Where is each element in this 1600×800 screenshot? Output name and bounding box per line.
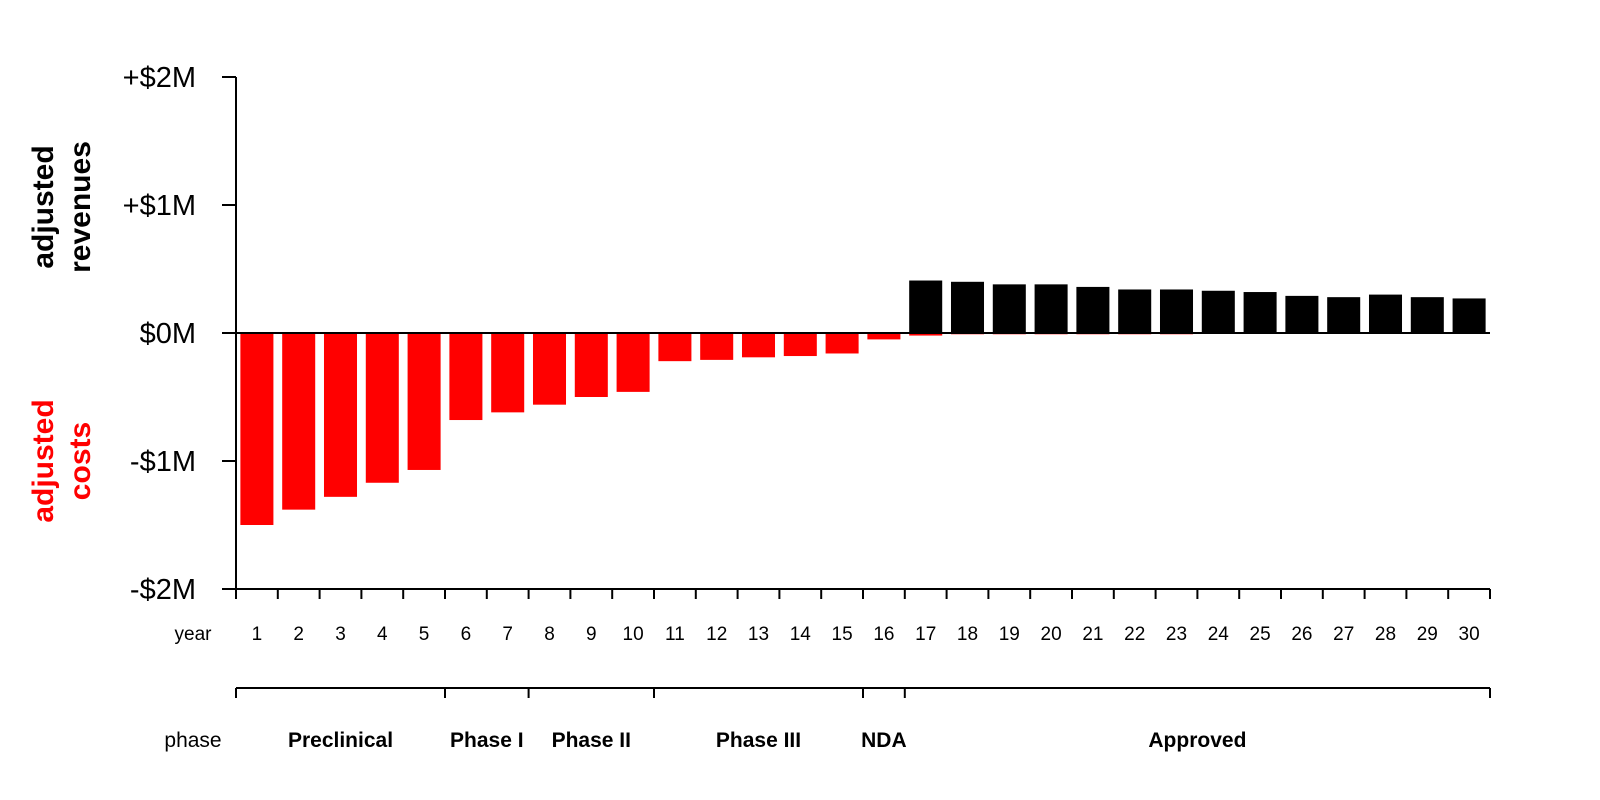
revenue-bar-year-30 xyxy=(1452,298,1486,333)
year-label: 5 xyxy=(419,624,430,645)
y-tick-label: +$2M xyxy=(123,62,196,94)
year-label: 14 xyxy=(790,624,812,645)
phase-label: NDA xyxy=(861,729,907,752)
revenue-bar-year-20 xyxy=(1034,284,1068,333)
y-tick-label: $0M xyxy=(140,318,196,350)
cost-label-line1: adjusted xyxy=(27,399,60,522)
revenue-label-line2: revenues xyxy=(64,141,97,273)
year-label: 22 xyxy=(1124,624,1145,645)
year-label: 25 xyxy=(1250,624,1271,645)
revenue-bar-year-24 xyxy=(1201,290,1235,333)
year-label: 23 xyxy=(1166,624,1187,645)
cost-bar-year-14 xyxy=(783,333,817,357)
phase-label: Phase II xyxy=(552,729,631,752)
year-label: 24 xyxy=(1208,624,1230,645)
cost-bar-year-7 xyxy=(491,333,525,413)
phase-row-label: phase xyxy=(164,729,221,752)
revenue-bar-year-27 xyxy=(1327,297,1361,333)
revenue-label-line1: adjusted xyxy=(27,145,60,268)
year-label: 26 xyxy=(1291,624,1312,645)
year-label: 13 xyxy=(748,624,769,645)
cost-bar-year-1 xyxy=(240,333,274,525)
year-label: 17 xyxy=(915,624,936,645)
x-axis: 1 2 3 4 5 6 7 8 9 10 11 12 13 14 15 16 17 18 19 20 21 22 23 24 2… xyxy=(235,588,1491,645)
cost-bar-year-5 xyxy=(407,333,441,470)
year-label: 9 xyxy=(586,624,597,645)
revenue-bar-year-21 xyxy=(1076,286,1110,333)
bars xyxy=(240,280,1486,525)
year-label: 28 xyxy=(1375,624,1396,645)
cost-bar-year-10 xyxy=(616,333,650,392)
cost-bar-year-8 xyxy=(532,333,567,405)
revenue-bar-year-22 xyxy=(1118,289,1152,333)
year-row-label: year xyxy=(175,624,213,645)
cost-bar-year-13 xyxy=(741,333,776,358)
y-axis: +$2M +$1M $0M -$1M -$2M xyxy=(123,62,237,606)
year-label: 2 xyxy=(293,624,304,645)
year-label: 8 xyxy=(544,624,555,645)
y-tick-label: +$1M xyxy=(123,190,196,222)
year-label: 27 xyxy=(1333,624,1354,645)
cost-bar-year-16 xyxy=(867,333,901,340)
year-label: 7 xyxy=(502,624,513,645)
year-label: 21 xyxy=(1082,624,1103,645)
year-label: 1 xyxy=(252,624,263,645)
cost-bar-year-6 xyxy=(449,333,483,421)
year-label: 19 xyxy=(999,624,1020,645)
revenue-bar-year-18 xyxy=(950,281,985,333)
phase-label: Phase III xyxy=(716,729,801,752)
year-label: 20 xyxy=(1041,624,1062,645)
year-label: 29 xyxy=(1417,624,1438,645)
year-label: 3 xyxy=(335,624,346,645)
cost-bar-year-17 xyxy=(909,333,943,336)
cost-bar-year-9 xyxy=(574,333,608,397)
year-label: 30 xyxy=(1459,624,1480,645)
cost-bar-year-4 xyxy=(365,333,399,483)
year-label: 18 xyxy=(957,624,978,645)
phase-label: Preclinical xyxy=(288,729,393,752)
cost-bar-year-2 xyxy=(282,333,316,510)
phase-label: Approved xyxy=(1148,729,1246,752)
revenue-bar-year-26 xyxy=(1285,295,1319,333)
phase-label: Phase I xyxy=(450,729,524,752)
cost-bar-year-3 xyxy=(323,333,358,497)
y-tick-label: -$2M xyxy=(130,574,196,606)
cost-bar-year-15 xyxy=(825,333,859,354)
cost-label-line2: costs xyxy=(64,422,97,500)
y-tick-label: -$1M xyxy=(130,446,196,478)
revenue-bar-year-23 xyxy=(1159,289,1194,333)
revenue-bar-year-29 xyxy=(1410,297,1444,333)
year-label: 4 xyxy=(377,624,388,645)
revenue-bar-year-25 xyxy=(1243,292,1277,333)
cost-bar-year-12 xyxy=(700,333,734,360)
revenue-bar-year-28 xyxy=(1368,294,1403,333)
year-label: 11 xyxy=(665,624,685,645)
year-label: 16 xyxy=(873,624,894,645)
revenue-bar-year-17 xyxy=(909,280,943,333)
year-label: 6 xyxy=(461,624,472,645)
cost-bar-year-11 xyxy=(658,333,692,362)
revenue-bar-year-19 xyxy=(992,284,1026,333)
phase-axis: Preclinical Phase I Phase II Phase III NDA Ap… xyxy=(235,687,1491,752)
year-label: 15 xyxy=(832,624,853,645)
year-label: 10 xyxy=(623,624,644,645)
year-label: 12 xyxy=(706,624,727,645)
